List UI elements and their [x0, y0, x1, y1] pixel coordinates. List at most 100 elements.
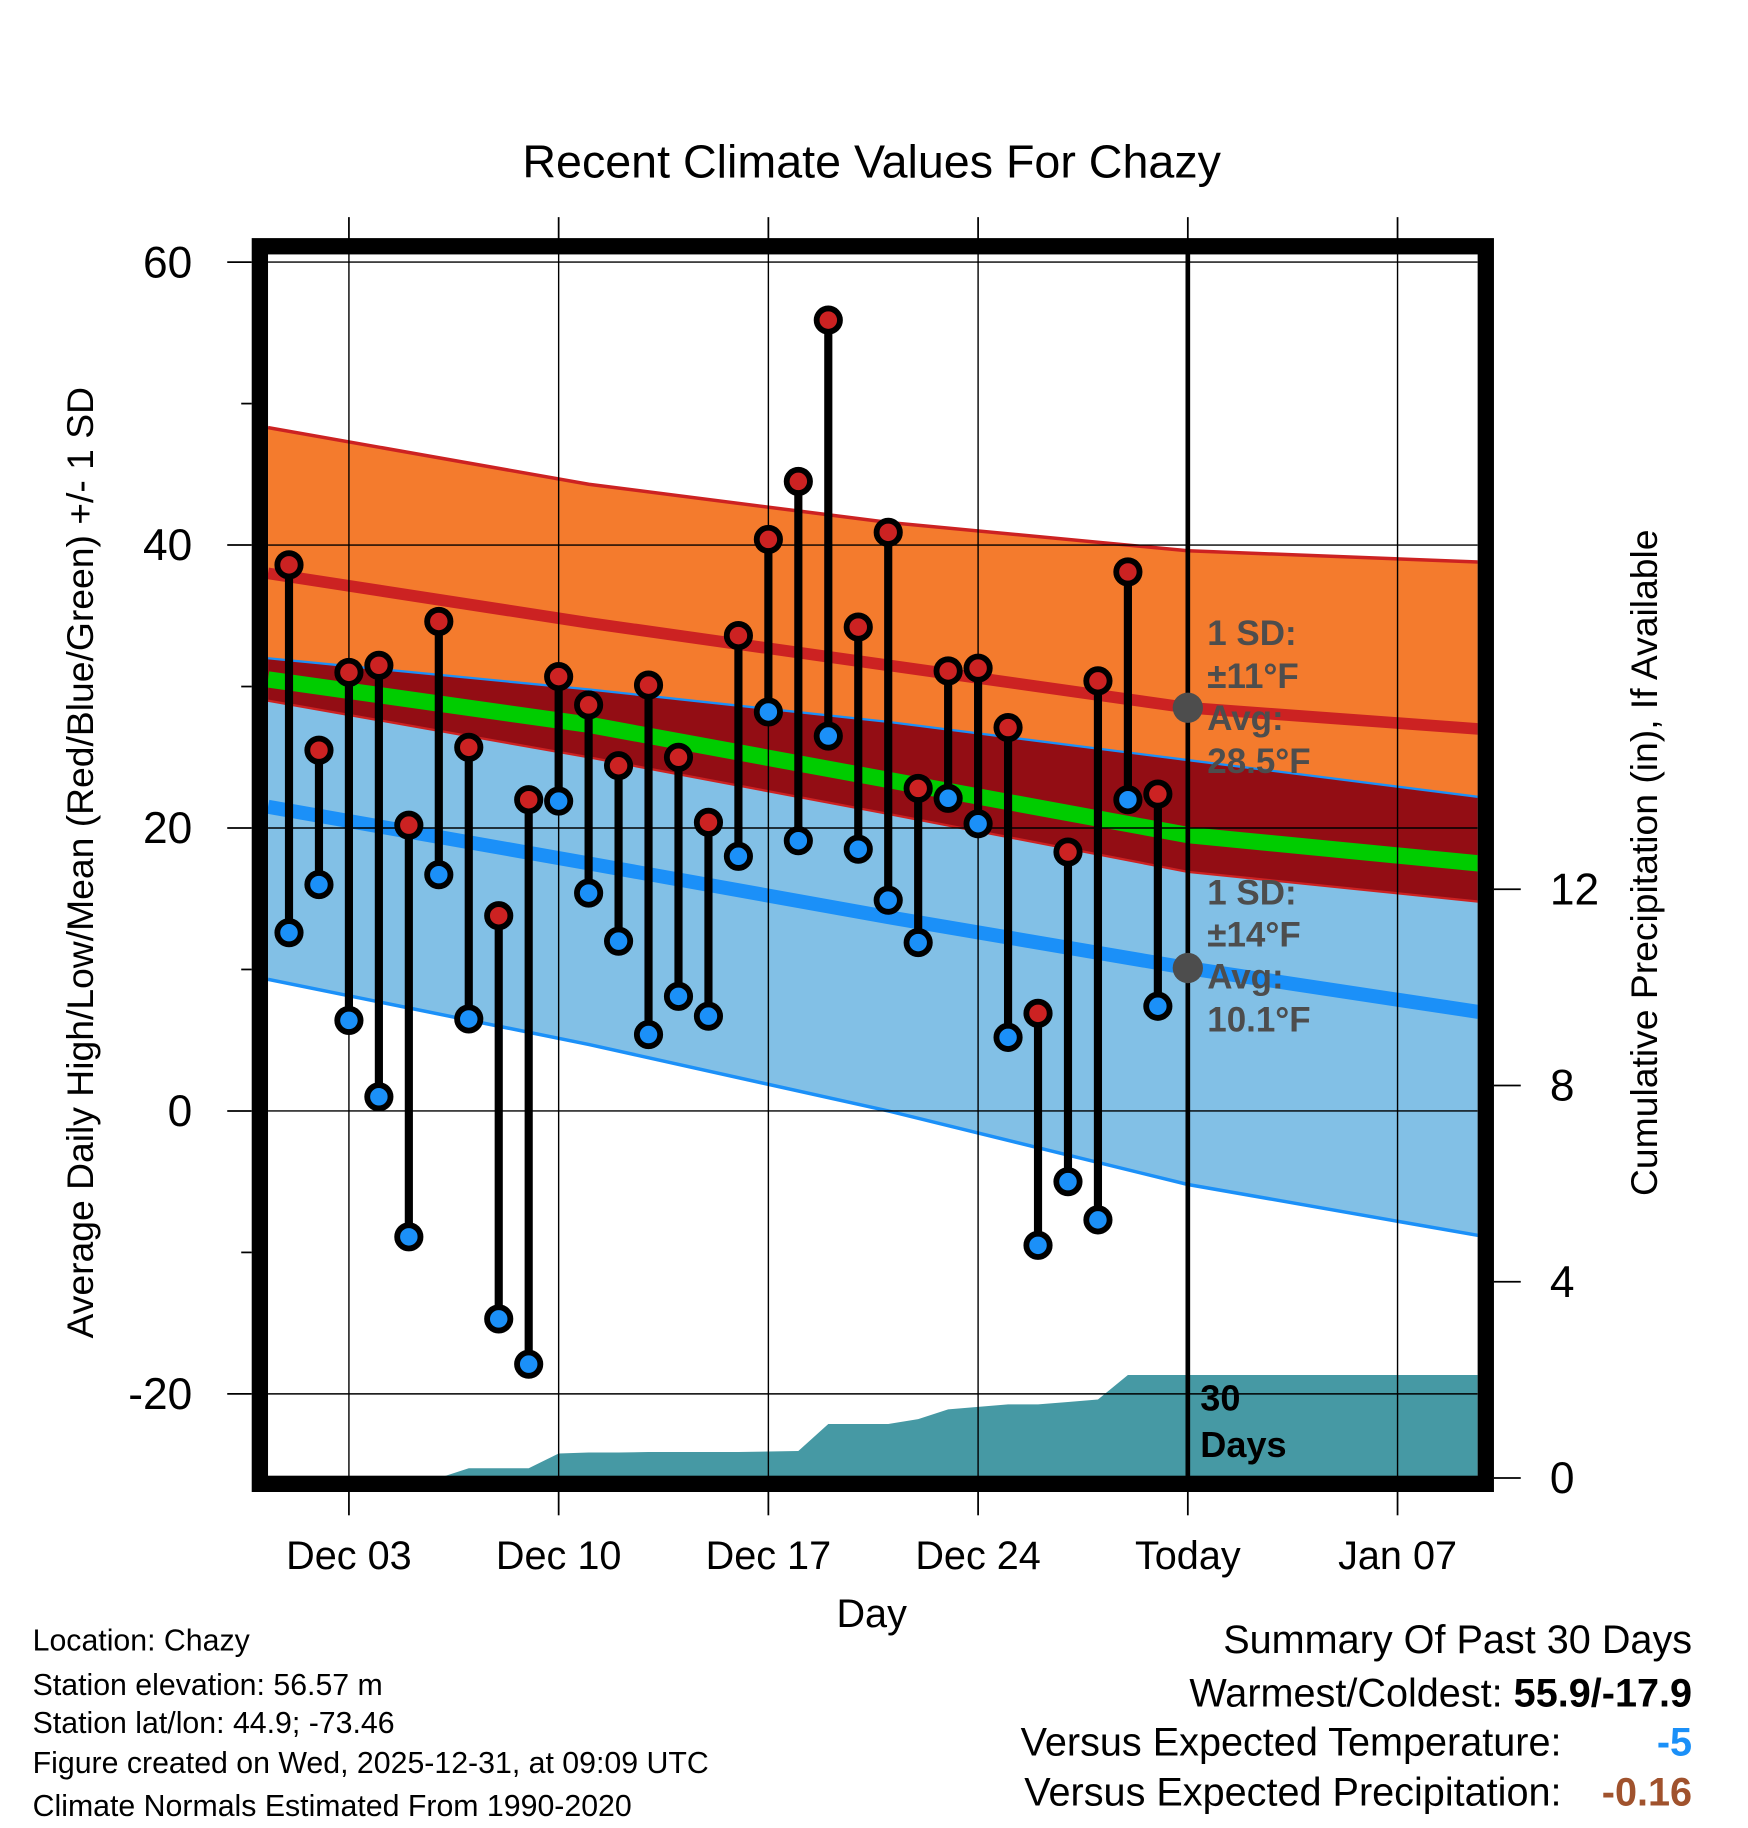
high-point — [394, 810, 424, 840]
annotation-high-avg-val: 28.5°F — [1207, 742, 1310, 781]
low-point — [1083, 1205, 1113, 1235]
annotation-high-sd: 1 SD: — [1207, 614, 1296, 653]
annotation-high-avg: Avg: — [1207, 699, 1283, 738]
temp-value: -5 — [1657, 1720, 1692, 1764]
normal-bands — [268, 425, 1478, 1238]
high-point — [783, 466, 813, 496]
low-point — [454, 1004, 484, 1034]
y-tick-label: -20 — [128, 1370, 192, 1419]
y-tick-label: 60 — [143, 238, 192, 287]
annotation-high-sd-val: ±11°F — [1207, 657, 1298, 696]
low-point — [753, 697, 783, 727]
y2-tick-label: 12 — [1550, 865, 1599, 914]
precip-value: -0.16 — [1602, 1770, 1692, 1814]
high-point — [663, 742, 694, 772]
high-point — [1023, 998, 1053, 1028]
low-point — [514, 1349, 544, 1379]
high-point — [843, 612, 873, 642]
high-point — [424, 606, 454, 637]
high-avg-marker — [1172, 692, 1203, 723]
y2-tick-label: 0 — [1550, 1454, 1575, 1503]
high-point — [753, 524, 783, 554]
low-point — [723, 841, 753, 871]
low-point — [993, 1022, 1023, 1052]
annotation-low-sd: 1 SD: — [1207, 874, 1296, 913]
plot-frame — [251, 238, 1494, 1493]
low-point — [544, 786, 574, 816]
precip-area — [438, 1374, 1478, 1479]
low-point — [903, 928, 933, 958]
x-tick-label: Dec 03 — [286, 1534, 412, 1578]
low-point — [574, 878, 604, 908]
low-point — [334, 1005, 364, 1035]
high-point — [813, 305, 843, 335]
days-label: 30 — [1200, 1377, 1240, 1418]
high-point — [1113, 557, 1143, 587]
elevation: Station elevation: 56.57 m — [33, 1669, 383, 1702]
low-point — [663, 981, 694, 1011]
low-avg-marker — [1172, 952, 1203, 984]
summary-title: Summary Of Past 30 Days — [1223, 1618, 1692, 1662]
gridlines — [268, 253, 1478, 1479]
low-point — [843, 834, 873, 864]
high-point — [334, 657, 364, 687]
y-tick-label: 0 — [168, 1087, 193, 1136]
low-point — [813, 721, 843, 751]
low-point — [1113, 785, 1143, 815]
x-tick-label: Today — [1135, 1534, 1241, 1578]
chart-title: Recent Climate Values For Chazy — [522, 136, 1221, 188]
location: Location: Chazy — [33, 1624, 251, 1657]
low-point — [963, 809, 993, 839]
high-point — [514, 785, 544, 815]
annotation-low-avg: Avg: — [1207, 958, 1283, 997]
high-point — [1053, 837, 1083, 867]
y-tick-label: 40 — [143, 521, 192, 570]
high-point — [963, 653, 993, 683]
low-point — [933, 783, 963, 813]
x-tick-label: Jan 07 — [1338, 1534, 1457, 1578]
precip-label: Versus Expected Precipitation: — [1024, 1770, 1561, 1814]
high-point — [274, 550, 304, 580]
high-point — [484, 901, 514, 931]
low-point — [783, 826, 813, 856]
high-point — [993, 712, 1023, 743]
high-point — [633, 670, 664, 700]
created-date: Figure created on Wed, 2025-12-31, at 09… — [33, 1747, 709, 1780]
low-sd-band — [268, 700, 1478, 1236]
low-point — [484, 1304, 514, 1334]
daily-temperature-bars — [274, 305, 1173, 1379]
warmest-value: 55.9/-17.9 — [1514, 1671, 1692, 1715]
y-axis-label: Average Daily High/Low/Mean (Red/Blue/Gr… — [59, 387, 101, 1338]
high-point — [604, 751, 634, 781]
lat-lon: Station lat/lon: 44.9; -73.46 — [33, 1707, 395, 1740]
summary: Summary Of Past 30 Days Warmest/Coldest:… — [1021, 1618, 1692, 1815]
low-point — [364, 1082, 394, 1112]
low-point — [394, 1222, 424, 1252]
low-point — [1053, 1167, 1083, 1197]
low-point — [304, 870, 334, 900]
high-point — [364, 650, 394, 680]
low-point — [1143, 991, 1173, 1021]
temp-label: Versus Expected Temperature: — [1021, 1720, 1562, 1764]
x-tick-label: Dec 24 — [915, 1534, 1041, 1578]
y2-tick-label: 4 — [1550, 1258, 1575, 1307]
station-info: Location: Chazy Station elevation: 56.57… — [33, 1624, 709, 1822]
low-point — [274, 918, 304, 948]
low-point — [604, 926, 634, 956]
x-axis-label: Day — [836, 1592, 907, 1636]
high-point — [873, 517, 903, 547]
high-point — [903, 773, 933, 803]
high-point — [1143, 779, 1173, 809]
high-point — [1083, 666, 1113, 696]
low-point — [873, 885, 903, 915]
high-point — [933, 656, 963, 686]
warmest-label: Warmest/Coldest: — [1189, 1671, 1513, 1715]
y2-axis-label: Cumulative Precipitation (in), If Availa… — [1623, 529, 1665, 1196]
annotation-low-avg-val: 10.1°F — [1207, 1001, 1310, 1040]
days-label: Days — [1200, 1424, 1286, 1465]
x-tick-label: Dec 17 — [706, 1534, 832, 1578]
high-point — [544, 662, 574, 692]
